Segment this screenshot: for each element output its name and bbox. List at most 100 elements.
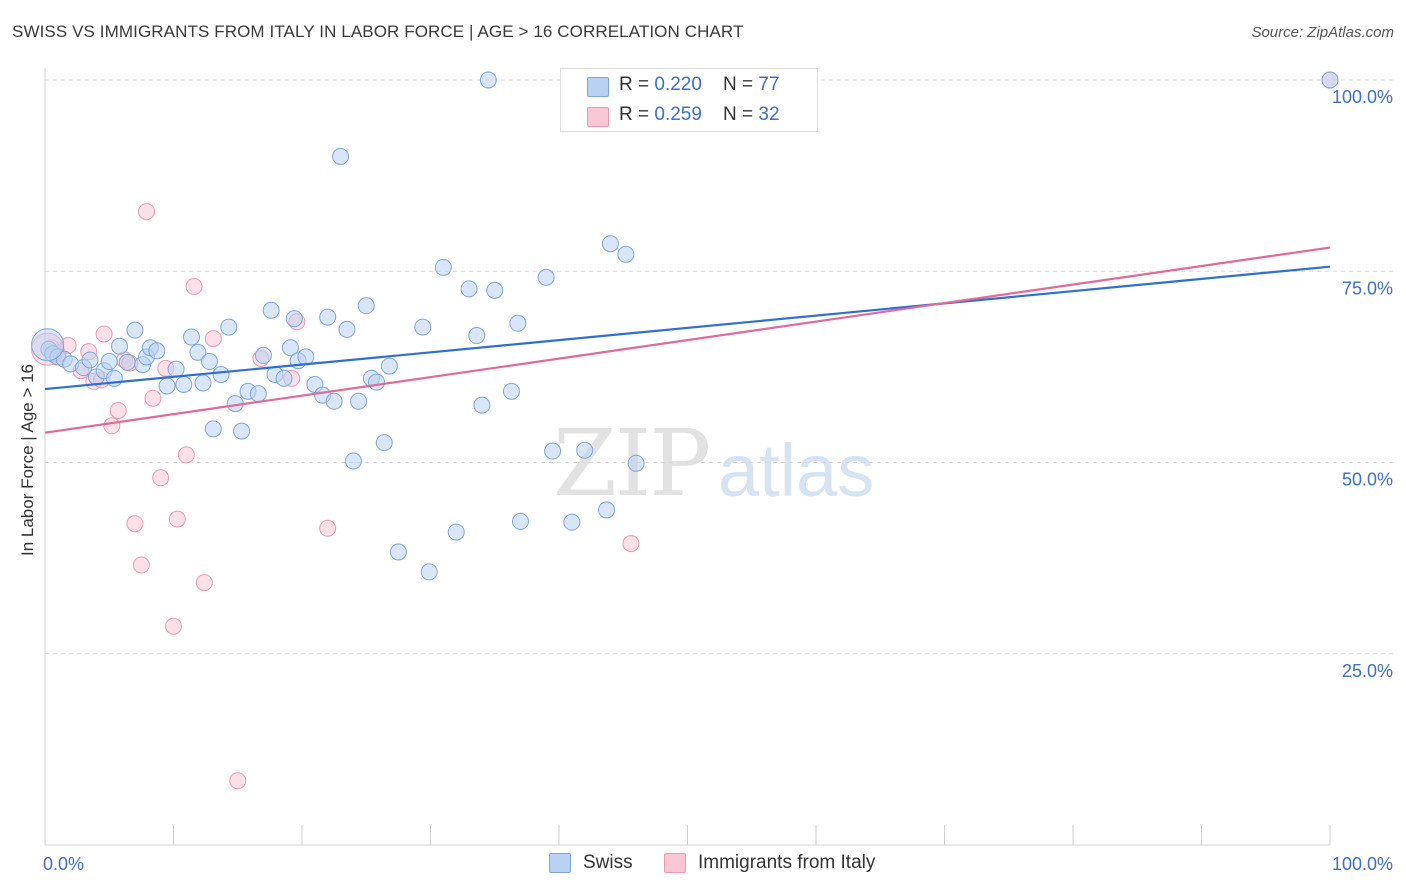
chart-title: SWISS VS IMMIGRANTS FROM ITALY IN LABOR … <box>12 22 744 41</box>
series-swatch-swiss <box>549 853 571 873</box>
swiss-point <box>502 382 520 400</box>
legend-r-label: R = <box>619 104 655 125</box>
series-name-swiss: Swiss <box>583 852 633 873</box>
swiss-point <box>544 442 562 460</box>
italy-point <box>185 278 203 296</box>
italy-point <box>195 574 213 592</box>
legend-swatch-italy <box>587 107 609 127</box>
swiss-point <box>368 373 386 391</box>
italy-point <box>177 446 195 464</box>
swiss-point <box>220 318 238 336</box>
swiss-point <box>486 281 504 299</box>
swiss-point <box>420 563 438 581</box>
italy-point <box>144 389 162 407</box>
series-legend: Swiss Immigrants from Italy <box>0 852 1406 878</box>
swiss-point <box>126 321 144 339</box>
swiss-point <box>189 343 207 361</box>
italy-point <box>132 556 150 574</box>
watermark-atlas: atlas <box>718 429 875 512</box>
swiss-point <box>249 385 267 403</box>
swiss-point <box>31 328 65 362</box>
swiss-point <box>297 348 315 366</box>
legend-n-label: N = <box>723 74 759 95</box>
swiss-point <box>167 360 185 378</box>
swiss-point <box>380 357 398 375</box>
swiss-point <box>509 314 527 332</box>
swiss-point <box>460 280 478 298</box>
swiss-point <box>468 327 486 345</box>
swiss-point <box>182 328 200 346</box>
italy-point <box>103 417 121 435</box>
swiss-point <box>627 454 645 472</box>
swiss-point <box>175 375 193 393</box>
swiss-point <box>563 513 581 531</box>
swiss-trend-line <box>44 265 1331 391</box>
swiss-point <box>576 441 594 459</box>
italy-point <box>204 330 222 348</box>
swiss-point <box>350 392 368 410</box>
swiss-point <box>332 148 350 165</box>
series-legend-swiss: Swiss <box>549 852 633 874</box>
swiss-point <box>100 353 118 371</box>
swiss-point <box>148 342 166 360</box>
swiss-point <box>212 366 230 384</box>
y-tick-label: 50.0% <box>1342 470 1393 490</box>
swiss-point <box>434 258 452 276</box>
swiss-point <box>319 308 337 326</box>
series-name-italy: Immigrants from Italy <box>698 852 876 873</box>
swiss-point <box>200 353 218 371</box>
swiss-point <box>285 310 303 328</box>
italy-point <box>95 325 113 343</box>
swiss-point <box>262 301 280 319</box>
italy-point <box>165 617 182 635</box>
swiss-point <box>204 420 222 438</box>
swiss-point <box>375 434 393 452</box>
swiss-point <box>617 245 635 263</box>
y-tick-label: 100.0% <box>1332 87 1393 107</box>
swiss-point <box>479 71 497 89</box>
y-tick-label: 25.0% <box>1342 661 1393 681</box>
swiss-point <box>118 353 136 371</box>
legend-n-label: N = <box>723 104 759 125</box>
legend-r-value: 0.259 <box>654 104 702 125</box>
swiss-point <box>111 337 129 355</box>
swiss-point <box>414 318 432 336</box>
legend-row-swiss: R = 0.220 N = 77 <box>561 71 817 101</box>
x-tick-label: 0.0% <box>43 854 84 874</box>
swiss-point <box>601 235 619 253</box>
italy-point <box>229 772 247 790</box>
legend-stats-italy: R = 0.259 N = 32 <box>619 104 780 126</box>
swiss-point <box>158 377 176 395</box>
source-credit: Source: ZipAtlas.com <box>1251 24 1394 41</box>
x-tick-label: 100.0% <box>1332 854 1393 874</box>
legend-n-value: 77 <box>758 74 780 95</box>
legend-n-value: 32 <box>758 104 780 125</box>
swiss-point <box>537 268 555 286</box>
legend-stats-swiss: R = 0.220 N = 77 <box>619 74 780 96</box>
legend-row-italy: R = 0.259 N = 32 <box>561 101 817 131</box>
swiss-point <box>511 512 529 530</box>
swiss-point <box>338 320 356 338</box>
swiss-point <box>325 392 343 410</box>
swiss-point <box>344 452 362 470</box>
y-axis-label-wrap: In Labor Force | Age > 16 <box>8 300 48 620</box>
swiss-point <box>254 346 272 364</box>
y-tick-label: 75.0% <box>1342 278 1393 298</box>
y-axis-label: In Labor Force | Age > 16 <box>18 363 38 557</box>
swiss-point <box>81 351 99 369</box>
swiss-point <box>1321 71 1339 89</box>
italy-point <box>109 401 127 419</box>
swiss-point <box>598 501 616 519</box>
italy-trend-line <box>44 246 1331 434</box>
swiss-point <box>473 396 491 414</box>
series-legend-italy: Immigrants from Italy <box>664 852 875 874</box>
swiss-point <box>389 543 407 561</box>
stats-legend: R = 0.220 N = 77 R = 0.259 N = 32 <box>560 68 818 132</box>
swiss-point <box>233 422 251 440</box>
swiss-point <box>194 374 212 392</box>
series-swatch-italy <box>664 853 686 873</box>
italy-point <box>138 203 156 221</box>
swiss-point <box>357 297 375 315</box>
legend-swatch-swiss <box>587 77 609 97</box>
